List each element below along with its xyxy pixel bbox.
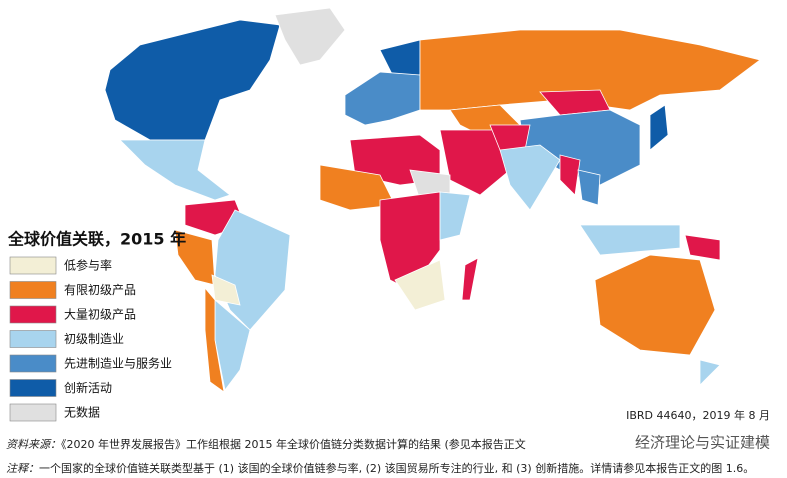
legend-label: 先进制造业与服务业 (64, 356, 172, 371)
legend-swatch (9, 305, 57, 324)
map-id: IBRD 44640，2019 年 8 月 (626, 408, 770, 422)
region-thailand (577, 169, 601, 206)
source-label: 资料来源： (6, 438, 61, 451)
note-label: 注释： (6, 462, 39, 475)
region-australia (594, 254, 716, 356)
legend-title: 全球价值关联，2015 年 (7, 230, 186, 249)
region-india (499, 144, 561, 211)
region-middle-east (439, 129, 511, 196)
legend-label: 创新活动 (64, 380, 112, 395)
region-southern-africa (394, 259, 446, 311)
region-madagascar (461, 257, 479, 301)
legend-label: 大量初级产品 (64, 308, 136, 322)
region-indonesia (579, 224, 681, 256)
region-mexico (119, 139, 231, 201)
legend-swatch (9, 256, 57, 275)
legend-label: 无数据 (64, 405, 100, 420)
note: 注释：一个国家的全球价值链关联类型基于 (1) 该国的全球价值链参与率, (2)… (6, 460, 754, 476)
legend-label: 低参与率 (64, 258, 112, 273)
legend-label: 初级制造业 (64, 332, 124, 346)
region-japan (649, 104, 669, 151)
region-canada-us (104, 19, 281, 141)
region-myanmar (559, 154, 581, 196)
region-new-zealand (699, 359, 721, 386)
legend-swatch (9, 403, 57, 422)
legend-label: 有限初级产品 (64, 283, 136, 297)
note-text: 一个国家的全球价值链关联类型基于 (1) 该国的全球价值链参与率, (2) 该国… (39, 462, 755, 475)
source-text: 《2020 年世界发展报告》工作组根据 2015 年全球价值链分类数据计算的结果… (61, 438, 526, 451)
region-chile (204, 286, 225, 393)
region-png (684, 234, 721, 261)
legend-swatch (9, 281, 57, 299)
region-peru (174, 229, 216, 286)
source: 资料来源：《2020 年世界发展报告》工作组根据 2015 年全球价值链分类数据… (6, 436, 526, 452)
watermark: 经济理论与实证建模 (635, 434, 770, 452)
region-west-africa (319, 164, 396, 211)
legend-swatch (9, 354, 57, 373)
legend-swatch (9, 330, 57, 348)
region-east-africa (439, 191, 471, 241)
region-greenland (274, 7, 346, 66)
region-bolivia-paraguay (211, 274, 241, 306)
legend-swatch (9, 379, 57, 397)
region-europe (344, 71, 421, 126)
